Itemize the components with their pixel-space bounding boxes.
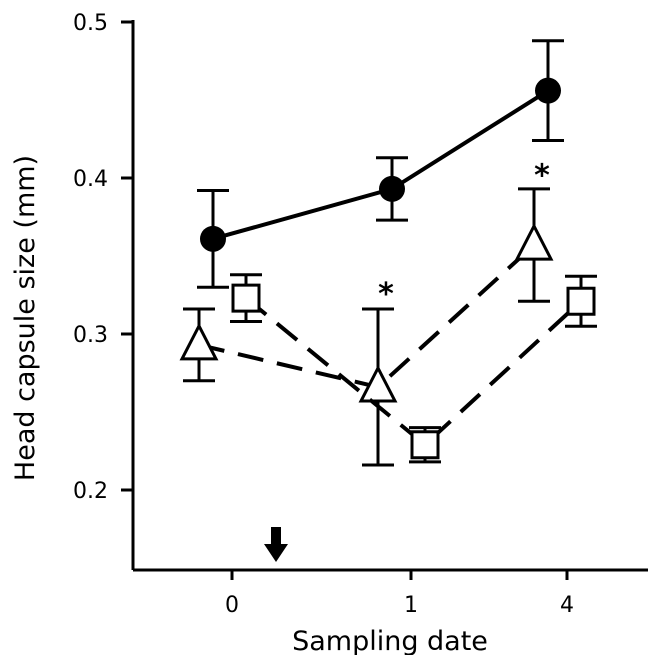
y-tick-label: 0.5 — [73, 11, 108, 36]
data-point-triangle — [179, 322, 219, 361]
data-point-square — [410, 430, 440, 460]
series-circle-filled — [197, 39, 564, 289]
significance-marker: * — [534, 159, 550, 194]
x-tick-label: 4 — [560, 593, 574, 618]
significance-marker: * — [378, 277, 394, 312]
x-tick-label: 1 — [404, 593, 418, 618]
data-point-circle — [200, 225, 226, 252]
x-axis-title: Sampling date — [292, 626, 488, 655]
down-arrow-icon — [264, 527, 288, 562]
annotation-layer: ** — [378, 159, 550, 313]
data-point-triangle — [358, 364, 398, 403]
series-line — [212, 88, 550, 241]
series-triangle-open — [179, 187, 554, 467]
data-point-square — [566, 286, 596, 316]
series-square-open — [230, 273, 597, 464]
y-tick-label: 0.3 — [73, 323, 108, 348]
series-line — [198, 243, 536, 390]
y-axis-title: Head capsule size (mm) — [10, 155, 41, 481]
series-line — [244, 296, 583, 448]
y-tick-label: 0.4 — [73, 167, 108, 192]
data-point-circle — [535, 77, 561, 104]
data-point-square — [231, 283, 261, 313]
series-layer — [179, 39, 597, 467]
axes: 0.2 0.3 0.4 0.5 0 1 4 — [73, 11, 648, 618]
data-point-triangle — [514, 222, 554, 261]
y-tick-label: 0.2 — [73, 479, 108, 504]
x-tick-label: 0 — [225, 593, 239, 618]
data-point-circle — [379, 175, 405, 202]
